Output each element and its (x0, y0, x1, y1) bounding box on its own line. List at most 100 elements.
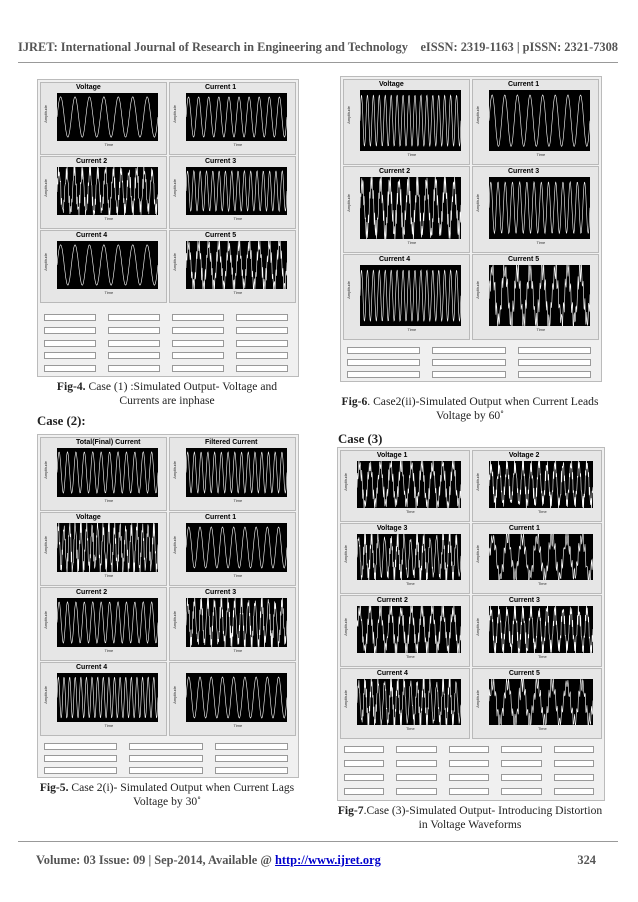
indicator-field (214, 755, 288, 762)
panel-title: Current 4 (76, 664, 108, 671)
x-axis-label: Time (233, 216, 243, 221)
case-2-heading: Case (2): (37, 414, 86, 428)
waveform-trace (489, 678, 593, 725)
waveform-plot (489, 533, 593, 580)
header-rule (18, 62, 618, 63)
indicator-field (44, 314, 96, 321)
indicator-field (236, 365, 288, 373)
waveform-trace (57, 523, 158, 572)
waveform-plot (489, 678, 593, 725)
waveform-trace (186, 451, 287, 494)
indicator-field (448, 774, 490, 781)
figure-5: Total(Final) Current Amplitude Time Filtere… (37, 434, 299, 778)
indicator-field (344, 746, 385, 753)
y-axis-label: Amplitude (43, 535, 48, 554)
waveform-trace (489, 94, 590, 147)
indicator-field (517, 371, 591, 378)
y-axis-label: Amplitude (172, 179, 177, 197)
y-axis-label: Amplitude (346, 106, 351, 124)
indicator-field (432, 347, 506, 354)
panel-title: Current 2 (76, 158, 108, 165)
y-axis-label: Amplitude (475, 617, 480, 636)
page-footer: Volume: 03 Issue: 09 | Sep-2014, Availab… (36, 853, 596, 868)
waveform-plot (57, 93, 158, 141)
figure-6: Voltage Amplitude Time Current 1 Amplitude Ti… (340, 76, 602, 382)
indicator-field (172, 365, 224, 373)
indicator-field (129, 755, 203, 762)
indicator-field (501, 774, 542, 781)
indicator-field (344, 774, 385, 781)
indicator-field (44, 352, 96, 360)
waveform-plot (186, 167, 287, 215)
waveform-plot (186, 673, 287, 722)
panel-title: Voltage 1 (376, 452, 408, 459)
indicator-field (129, 767, 203, 774)
waveform-trace (357, 461, 461, 508)
indicator-field (44, 365, 96, 373)
panel-title: Current 3 (205, 158, 237, 165)
indicator-field (214, 743, 288, 750)
waveform-panel: Current 4 Amplitude Time (40, 662, 167, 736)
waveform-trace (186, 169, 287, 213)
waveform-trace (489, 461, 593, 508)
waveform-panel: Voltage Amplitude Time (40, 82, 167, 155)
y-axis-label: Amplitude (475, 690, 480, 709)
indicator-field (396, 788, 437, 795)
indicator-field (44, 755, 118, 762)
panel-title: Current 4 (76, 232, 108, 239)
x-axis-label: Time (104, 216, 114, 221)
waveform-panel: Current 5 Amplitude Time (472, 667, 602, 739)
waveform-panel: Voltage Amplitude Time (40, 512, 167, 586)
x-axis-label: Time (538, 726, 547, 731)
waveform-trace (57, 167, 158, 215)
indicator-field (432, 371, 506, 378)
waveform-trace (489, 181, 590, 235)
waveform-plot (357, 461, 461, 508)
waveform-trace (489, 264, 590, 326)
waveform-panel: Current 1 Amplitude Time (169, 82, 296, 155)
waveform-plot (186, 598, 287, 647)
waveform-trace (360, 177, 461, 239)
panel-title: Voltage 2 (508, 452, 540, 459)
waveform-trace (357, 678, 461, 725)
indicator-field (448, 788, 490, 795)
indicator-field (501, 788, 542, 795)
waveform-plot (57, 241, 158, 289)
waveform-trace (360, 94, 461, 147)
waveform-plot (360, 90, 461, 152)
panel-title: Current 4 (376, 669, 408, 677)
panel-title: Current 2 (379, 168, 411, 176)
waveform-panel: Current 2 Amplitude Time (40, 156, 167, 229)
waveform-panel: Current 2 Amplitude Time (340, 595, 470, 667)
waveform-trace (57, 451, 158, 494)
y-axis-label: Amplitude (172, 253, 177, 271)
waveform-panel: Current 3 Amplitude Time (169, 587, 296, 661)
x-axis-label: Time (104, 573, 114, 578)
figure-7-caption: Fig-7.Case (3)-Simulated Output- Introdu… (337, 804, 603, 831)
indicator-field (236, 314, 288, 321)
x-axis-label: Time (406, 581, 415, 586)
waveform-trace (186, 96, 287, 138)
waveform-plot (57, 673, 158, 722)
waveform-plot (489, 606, 593, 653)
indicator-field (44, 767, 118, 774)
y-axis-label: Amplitude (343, 545, 348, 564)
waveform-trace (57, 676, 158, 719)
panel-title: Current 5 (205, 232, 237, 239)
waveform-panel: Current 2 Amplitude Time (343, 166, 470, 253)
panel-title: Current 5 (508, 669, 540, 677)
x-axis-label: Time (406, 508, 415, 514)
x-axis-label: Time (233, 573, 243, 578)
indicator-field (108, 314, 160, 321)
footer-link[interactable]: http://www.ijret.org (275, 853, 381, 867)
y-axis-label: Amplitude (475, 472, 480, 491)
waveform-trace (489, 606, 593, 653)
waveform-plot (357, 533, 461, 580)
waveform-trace (57, 601, 158, 644)
waveform-plot (360, 177, 461, 239)
waveform-plot (357, 606, 461, 653)
waveform-panel: Current 5 Amplitude Time (472, 253, 599, 340)
panel-title: Current 1 (508, 81, 540, 88)
x-axis-label: Time (233, 648, 243, 653)
y-axis-label: Amplitude (343, 472, 348, 491)
